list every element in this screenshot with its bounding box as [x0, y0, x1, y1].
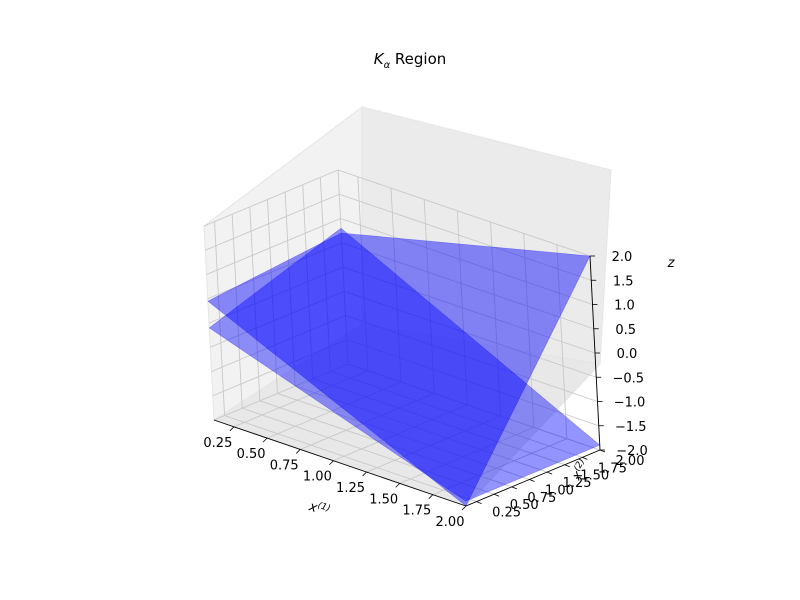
- y-gridline-floor: [312, 378, 565, 466]
- y-tick-mark: [546, 471, 553, 475]
- x-tick-label: 1.50: [369, 492, 398, 507]
- z-gridline-left: [210, 290, 345, 348]
- z-gridline-left: [207, 242, 342, 300]
- z-gridline-left: [208, 266, 344, 324]
- y-tick-mark: [582, 456, 588, 460]
- x-tick-mark: [362, 471, 367, 477]
- y-gridline-floor: [294, 385, 548, 473]
- x-tick-mark: [461, 505, 467, 511]
- z-gridline-back: [339, 193, 592, 281]
- y-gridline-floor: [259, 400, 512, 488]
- chart-title: Kα Region: [374, 50, 447, 71]
- x-gridline-floor: [432, 438, 568, 496]
- z-gridline-back: [346, 339, 599, 427]
- z-gridline-left: [213, 363, 349, 421]
- x-axis-label: x(1): [306, 498, 331, 520]
- x-tick-mark: [329, 460, 334, 466]
- x-gridline-floor: [300, 393, 435, 450]
- z-gridline-left: [211, 315, 346, 372]
- z-gridline-left: [206, 218, 341, 275]
- tick-labels: 0.250.500.751.001.251.501.752.000.250.50…: [203, 250, 647, 530]
- z-axis-line: [589, 255, 601, 451]
- z-tick-label: 2.0: [612, 250, 633, 265]
- z-gridline-left: [212, 339, 347, 397]
- x-tick-mark: [295, 449, 301, 454]
- y-tick-mark: [476, 501, 482, 504]
- z-axis-label: z: [667, 256, 676, 271]
- z-tick-label: 1.0: [614, 299, 635, 314]
- z-gridline-back: [344, 290, 597, 378]
- y-tick-label: 0.50: [510, 498, 539, 513]
- title-subscript: α: [384, 60, 391, 71]
- y-tick-label: 0.25: [492, 506, 521, 521]
- y-tick-label: 1.25: [563, 476, 592, 491]
- y-gridline-floor: [330, 370, 583, 458]
- x-tick-label: 0.50: [237, 447, 266, 462]
- z-tick-label: 0.0: [617, 347, 638, 362]
- y-tick-label: 2.00: [616, 454, 645, 469]
- x-tick-label: 1.75: [402, 504, 431, 519]
- x-tick-label: 2.00: [436, 515, 465, 530]
- x-tick-label: 0.75: [270, 458, 299, 473]
- x-tick-mark: [262, 437, 268, 443]
- z-tick-label: −1.0: [614, 396, 646, 411]
- title-rest: Region: [390, 50, 446, 68]
- z-tick-label: −2.0: [616, 444, 648, 459]
- y-tick-mark: [511, 486, 517, 490]
- y-tick-label: 0.75: [527, 491, 556, 506]
- x-gridline-floor: [233, 370, 369, 428]
- z-gridline-back: [345, 315, 598, 402]
- x-gridline-floor: [399, 426, 534, 484]
- x-tick-label: 1.00: [303, 470, 332, 485]
- y-axis-line: [465, 449, 601, 507]
- z-gridline-left: [203, 169, 339, 227]
- z-tick-label: 0.5: [615, 323, 636, 338]
- z-gridline-back: [337, 169, 591, 257]
- y-tick-label: 1.50: [580, 469, 609, 484]
- x-tick-mark: [395, 483, 400, 488]
- title-symbol: K: [374, 50, 385, 68]
- z-tick-label: −1.5: [615, 420, 647, 435]
- z-gridline-back: [341, 242, 594, 330]
- z-tick-label: 1.5: [613, 274, 634, 289]
- y-gridline-floor: [224, 415, 477, 503]
- x-tick-mark: [229, 426, 235, 432]
- x-tick-label: 0.25: [203, 436, 232, 451]
- x-gridline-floor: [366, 415, 501, 473]
- y-tick-mark: [494, 493, 500, 497]
- y-tick-mark: [529, 479, 535, 482]
- z-gridline-back: [340, 218, 593, 305]
- x-gridline-floor: [333, 404, 468, 462]
- z-gridline-back: [347, 363, 601, 451]
- y-tick-label: 1.00: [545, 483, 574, 498]
- z-gridline-back: [342, 266, 596, 354]
- y-gridline-floor: [277, 393, 530, 480]
- x-tick-mark: [428, 494, 434, 499]
- z-gridline-left: [205, 193, 340, 251]
- y-tick-mark: [564, 464, 570, 468]
- z-tick-label: −0.5: [612, 371, 644, 386]
- y-tick-label: 1.75: [598, 461, 627, 476]
- x-gridline-floor: [266, 381, 402, 439]
- y-gridline-floor: [242, 407, 495, 495]
- axes: [213, 255, 606, 511]
- x-axis-line: [213, 419, 467, 507]
- x-tick-label: 1.25: [336, 481, 365, 496]
